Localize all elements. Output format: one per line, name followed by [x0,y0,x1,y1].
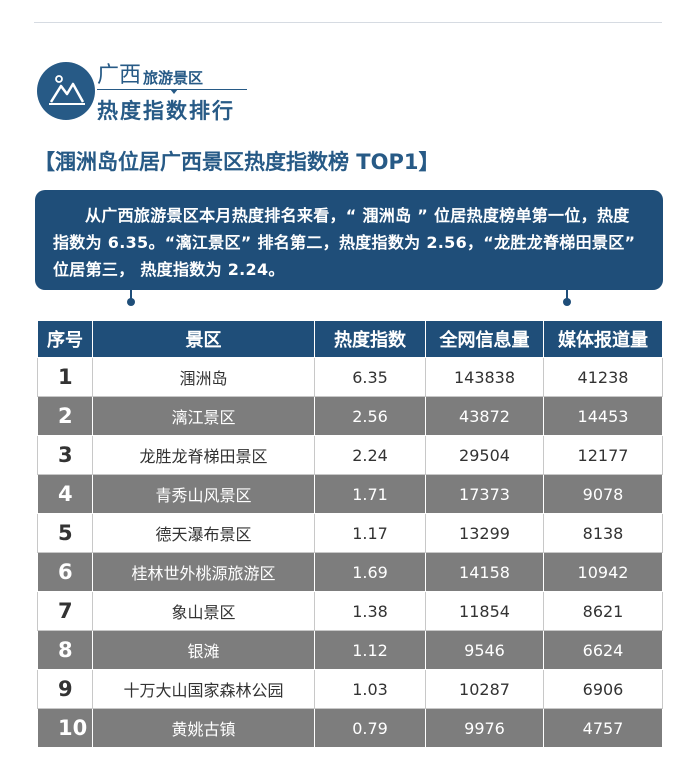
rank-cell: 10 [37,708,93,748]
col-info-header: 全网信息量 [425,320,544,358]
info-volume-cell: 9976 [425,708,544,748]
rank-cell: 3 [37,435,93,475]
heat-index-cell: 2.24 [314,435,426,475]
summary-text: 从广西旅游景区本月热度排名来看，“ 涠洲岛 ” 位居热度榜单第一位，热度指数为 … [53,206,636,279]
rank-cell: 9 [37,669,93,709]
media-volume-cell: 10942 [543,552,663,592]
heat-index-cell: 6.35 [314,357,426,397]
col-rank-header: 序号 [37,320,93,358]
heat-index-cell: 1.69 [314,552,426,592]
info-volume-cell: 11854 [425,591,544,631]
section-title: 【涠洲岛位居广西景区热度指数榜 TOP1】 [34,150,440,174]
callout-pin-dot-left [127,298,135,306]
col-media-header: 媒体报道量 [543,320,663,358]
callout-pin-left [130,290,132,300]
header-badge [37,62,95,120]
table-row: 7 象山景区 1.38 11854 8621 [37,591,663,631]
callout-pin-right [566,290,568,300]
media-volume-cell: 4757 [543,708,663,748]
info-volume-cell: 14158 [425,552,544,592]
table-row: 9 十万大山国家森林公园 1.03 10287 6906 [37,669,663,709]
media-volume-cell: 6906 [543,669,663,709]
brand-subtitle: 热度指数排行 [97,99,235,123]
heat-index-cell: 1.71 [314,474,426,514]
media-volume-cell: 41238 [543,357,663,397]
info-volume-cell: 43872 [425,396,544,436]
brand-small: 旅游景区 [143,69,204,87]
table-row: 4 青秀山风景区 1.71 17373 9078 [37,474,663,514]
scenic-name-cell: 银滩 [92,630,315,670]
brand-main: 广西 [97,63,142,88]
mountain-icon [49,75,85,105]
media-volume-cell: 8138 [543,513,663,553]
heat-index-cell: 1.03 [314,669,426,709]
media-volume-cell: 8621 [543,591,663,631]
heat-index-cell: 0.79 [314,708,426,748]
scenic-name-cell: 漓江景区 [92,396,315,436]
scenic-name-cell: 龙胜龙脊梯田景区 [92,435,315,475]
rank-cell: 2 [37,396,93,436]
table-row: 6 桂林世外桃源旅游区 1.69 14158 10942 [37,552,663,592]
brand-pointer [170,89,178,94]
rank-cell: 1 [37,357,93,397]
ranking-table: 序号 景区 热度指数 全网信息量 媒体报道量 1 涠洲岛 6.35 143838 41238 2 漓… [37,320,663,748]
top-divider [34,22,662,23]
info-volume-cell: 17373 [425,474,544,514]
rank-cell: 6 [37,552,93,592]
scenic-name-cell: 涠洲岛 [92,357,315,397]
media-volume-cell: 12177 [543,435,663,475]
rank-cell: 8 [37,630,93,670]
heat-index-cell: 1.38 [314,591,426,631]
info-volume-cell: 13299 [425,513,544,553]
media-volume-cell: 14453 [543,396,663,436]
table-header-row: 序号 景区 热度指数 全网信息量 媒体报道量 [37,320,663,358]
brand-title: 广西 旅游景区 [97,62,203,88]
heat-index-cell: 1.17 [314,513,426,553]
scenic-name-cell: 德天瀑布景区 [92,513,315,553]
info-volume-cell: 9546 [425,630,544,670]
callout-pin-dot-right [563,298,571,306]
summary-callout: 从广西旅游景区本月热度排名来看，“ 涠洲岛 ” 位居热度榜单第一位，热度指数为 … [35,190,663,290]
scenic-name-cell: 十万大山国家森林公园 [92,669,315,709]
col-scenic-header: 景区 [92,320,315,358]
scenic-name-cell: 青秀山风景区 [92,474,315,514]
rank-cell: 4 [37,474,93,514]
table-row: 3 龙胜龙脊梯田景区 2.24 29504 12177 [37,435,663,475]
table-row: 1 涠洲岛 6.35 143838 41238 [37,357,663,397]
scenic-name-cell: 象山景区 [92,591,315,631]
rank-cell: 5 [37,513,93,553]
media-volume-cell: 9078 [543,474,663,514]
table-row: 8 银滩 1.12 9546 6624 [37,630,663,670]
info-volume-cell: 143838 [425,357,544,397]
table-row: 10 黄姚古镇 0.79 9976 4757 [37,708,663,748]
media-volume-cell: 6624 [543,630,663,670]
info-volume-cell: 29504 [425,435,544,475]
rank-cell: 7 [37,591,93,631]
heat-index-cell: 2.56 [314,396,426,436]
table-row: 2 漓江景区 2.56 43872 14453 [37,396,663,436]
heat-index-cell: 1.12 [314,630,426,670]
scenic-name-cell: 桂林世外桃源旅游区 [92,552,315,592]
scenic-name-cell: 黄姚古镇 [92,708,315,748]
table-body: 1 涠洲岛 6.35 143838 41238 2 漓江景区 2.56 43872 14453 3 龙… [37,357,663,748]
table-row: 5 德天瀑布景区 1.17 13299 8138 [37,513,663,553]
col-heat-header: 热度指数 [314,320,426,358]
info-volume-cell: 10287 [425,669,544,709]
